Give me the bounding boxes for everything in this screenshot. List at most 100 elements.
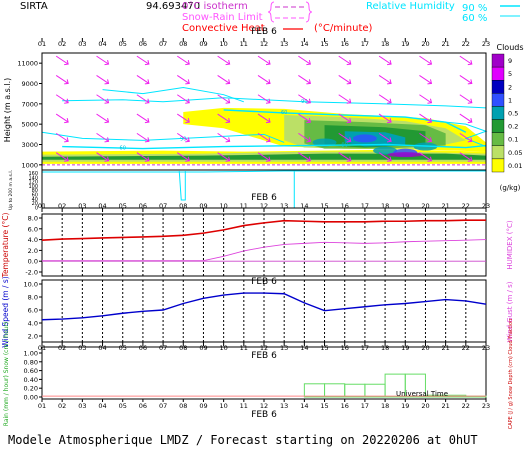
hour-p3-tick-label: 09 [199,344,207,352]
wind-arrow [176,113,190,123]
wind-arrow [136,94,150,104]
hour-p2-tick-label: 12 [260,202,268,210]
hour-top-tick-label: 05 [119,40,127,48]
hour-p3-tick-label: 14 [300,344,308,352]
legend-isotherm-label: 0°C isotherm [182,1,248,12]
hour-p3-tick-label: 12 [260,344,268,352]
wind-arrow [55,75,69,84]
hour-bottom-tick-label: 07 [159,402,167,410]
wind-arrow [55,132,69,142]
wind-arrow-head [467,59,473,66]
wind-arrow [378,55,392,65]
legend-rh-60: 60 % [462,13,487,24]
hour-top-tick-label: 17 [361,40,369,48]
wind-arrow [419,75,432,84]
legend-rh-90: 90 % [462,3,487,14]
wind-arrow-head [104,137,110,143]
rh-contour-label: 60 [281,110,287,116]
wind-arrow [217,75,230,84]
colorbar-label: 1 [508,96,512,104]
rh-contour [62,143,487,150]
hour-bottom-tick-label: 23 [482,402,490,410]
wind-arrow-head [387,98,392,104]
hour-p2-tick-label: 01 [38,202,46,210]
series-line-humidex [42,239,487,262]
rain-axis-label: Rain (mm / hour) Snow (cm / hour) [3,322,10,426]
wind-arrow-head [144,79,150,85]
wind-arrow [217,55,230,65]
rain-ytick-label: 0.40 [24,376,38,384]
wind-arrow [257,94,271,104]
rh-low-contour [42,170,486,173]
hour-bottom-tick-label: 06 [139,402,147,410]
wind-arrow [378,152,392,162]
hour-bottom-tick-label: 09 [199,402,207,410]
hour-p2-tick-label: 02 [58,202,66,210]
wind-arrow-head [144,137,150,143]
hour-p3-tick-label: 15 [320,344,328,352]
wind-arrow [55,94,69,104]
hour-p3-tick-label: 10 [219,344,227,352]
legend-rh-label: Relative Humidity [366,1,455,12]
wind-arrow-head [306,137,311,143]
hour-p2-tick-label: 05 [119,202,127,210]
hour-bottom-tick-label: 18 [381,402,389,410]
wind-arrow [55,55,69,65]
rain-ytick-label: 0.60 [24,367,38,375]
colorbar-label: 0.5 [508,110,518,118]
wind-arrow-head [104,98,110,104]
colorbar-swatch [491,158,505,173]
temperature-ytick-label: 0.0 [28,258,38,266]
hour-bottom-tick-label: 12 [260,402,268,410]
wind-arrow [338,152,352,162]
wind-arrow-head [427,156,433,162]
series-line-wind-speed [41,292,487,321]
wind-arrow-head [346,79,352,85]
hour-p2-tick-label: 15 [320,202,328,210]
wind-arrow-head [225,137,231,143]
x-axis-label: Universal Time [396,390,448,398]
wind-arrow [338,113,352,123]
wind-arrow-head [185,98,190,104]
wind-arrow-head [64,156,69,162]
wind-arrow [419,94,432,104]
hour-p2-tick-label: 07 [159,202,167,210]
wind-arrow-head [306,59,311,66]
wind-arrow-head [185,137,190,143]
colorbar-label: 0.1 [508,136,518,144]
hour-bottom-tick-label: 11 [240,402,248,410]
low-height-ytick-label: 40 [32,197,38,203]
hour-p3-tick-label: 13 [280,344,288,352]
rain-bar [303,383,326,398]
wind-arrow-head [265,117,271,124]
colorbar-label: 0.05 [508,149,522,157]
wind-arrow-head [387,59,392,66]
wind-ytick-label: 8.0 [28,294,38,302]
hour-p3-tick-label: 02 [58,344,66,352]
rain-ytick-label: 0.00 [24,394,38,402]
date-label-p3: FEB 6 [251,351,277,361]
colorbar-label: 2 [508,83,512,91]
wind-gust-axis-label: Wind Gust (m / s) [506,281,514,342]
wind-arrow [338,55,352,65]
wind-arrow [419,132,432,142]
wind-arrow-head [346,98,352,104]
low-height-ytick-label: 60 [32,193,38,199]
wind-arrow-head [346,156,352,162]
wind-arrow [257,113,271,123]
height-ytick-label: 9000 [21,80,38,88]
wind-arrow [298,132,311,142]
wind-arrow [55,152,69,162]
wind-arrow [298,113,311,123]
wind-arrow-head [346,117,352,124]
hour-top-tick-label: 04 [98,40,106,48]
low-height-ytick-label: 160 [28,171,38,177]
cloud-core [312,138,337,147]
wind-arrow-head [346,137,352,143]
wind-ytick-label: 10.0 [24,281,38,289]
hour-bottom-tick-label: 10 [219,402,227,410]
hour-p2-tick-label: 20 [421,202,429,210]
temperature-ytick-label: 2.0 [28,247,38,255]
hour-bottom-tick-label: 17 [361,402,369,410]
wind-arrow [96,94,109,104]
